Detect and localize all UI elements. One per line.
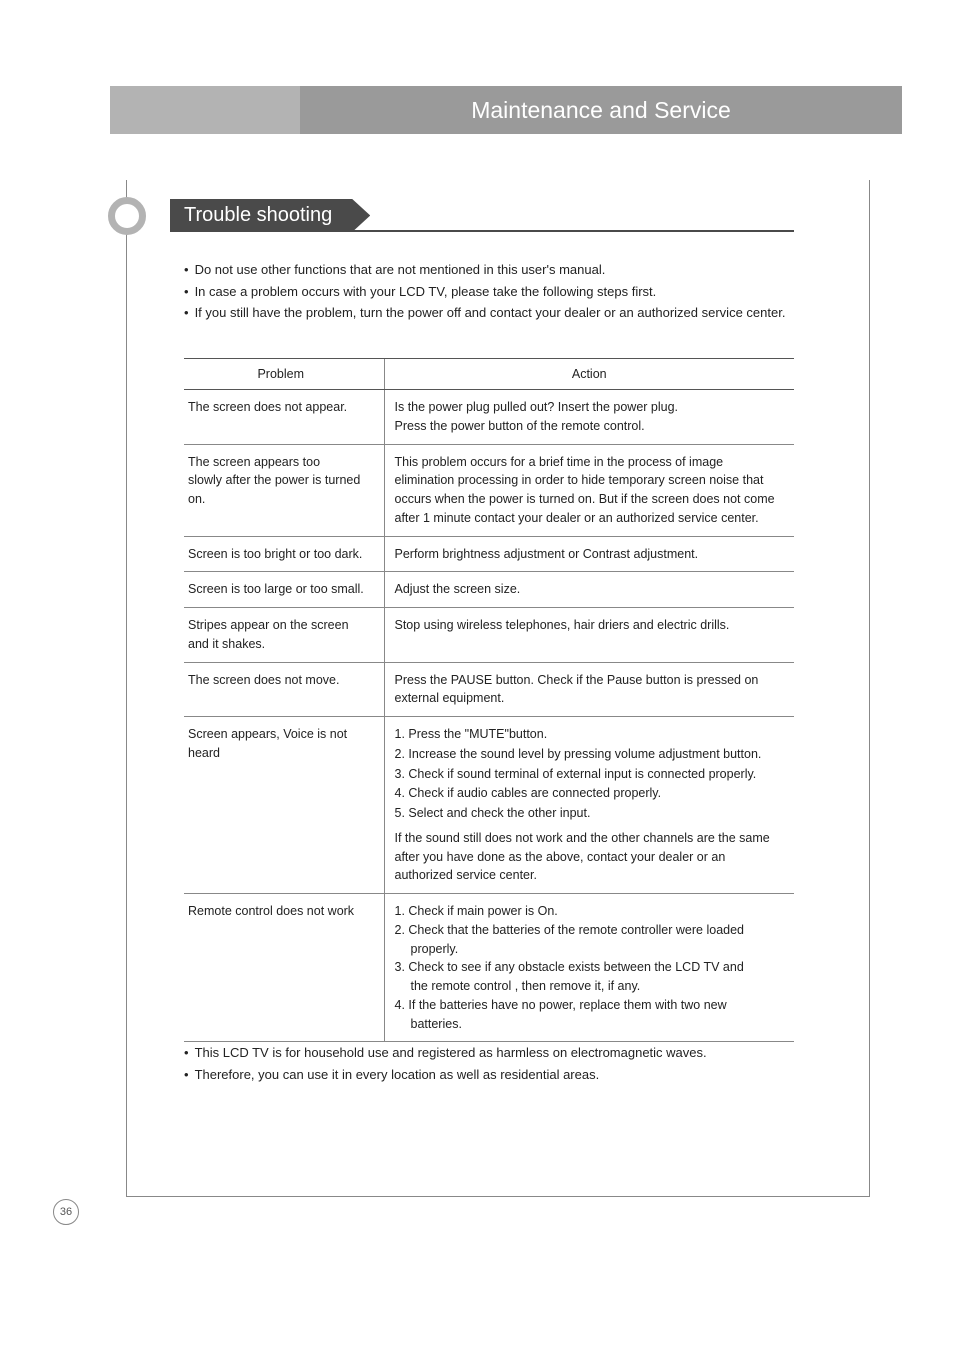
note-text: Therefore, you can use it in every locat… xyxy=(195,1065,600,1085)
action-header: Action xyxy=(384,359,794,390)
intro-bullet: • If you still have the problem, turn the… xyxy=(184,303,824,323)
action-cell: Perform brightness adjustment or Contras… xyxy=(384,536,794,572)
action-cell: Press the PAUSE button. Check if the Pau… xyxy=(384,662,794,717)
header-accent-bar xyxy=(110,86,300,134)
section-tab: Trouble shooting xyxy=(170,199,370,232)
table-row: Stripes appear on the screenand it shake… xyxy=(184,608,794,663)
bullet-icon: • xyxy=(184,303,189,323)
table-row: Screen appears, Voice is not heard1. Pre… xyxy=(184,717,794,894)
note-text: This LCD TV is for household use and reg… xyxy=(195,1043,707,1063)
page-number: 36 xyxy=(53,1199,79,1225)
problem-header: Problem xyxy=(184,359,384,390)
problem-cell: Stripes appear on the screenand it shake… xyxy=(184,608,384,663)
table-row: Screen is too large or too small.Adjust … xyxy=(184,572,794,608)
table-row: The screen appears tooslowly after the p… xyxy=(184,444,794,536)
page-number-text: 36 xyxy=(60,1206,72,1218)
action-cell: Adjust the screen size. xyxy=(384,572,794,608)
note-item: • Therefore, you can use it in every loca… xyxy=(184,1065,824,1085)
action-cell: Stop using wireless telephones, hair dri… xyxy=(384,608,794,663)
right-border-line xyxy=(869,180,870,1197)
circle-icon xyxy=(108,197,146,235)
table-row: Remote control does not work1. Check if … xyxy=(184,894,794,1042)
section-title: Trouble shooting xyxy=(184,204,332,227)
section-rule xyxy=(170,230,794,232)
intro-bullet: • In case a problem occurs with your LCD … xyxy=(184,282,824,302)
problem-cell: Remote control does not work xyxy=(184,894,384,1042)
action-cell: Is the power plug pulled out? Insert the… xyxy=(384,390,794,445)
problem-cell: Screen is too bright or too dark. xyxy=(184,536,384,572)
header-title: Maintenance and Service xyxy=(471,97,731,124)
bottom-border-line xyxy=(126,1196,870,1197)
problem-cell: The screen does not appear. xyxy=(184,390,384,445)
note-bullet-icon: • xyxy=(184,1065,189,1085)
problem-cell: Screen appears, Voice is not heard xyxy=(184,717,384,894)
intro-text: If you still have the problem, turn the … xyxy=(195,303,786,323)
intro-bullet: • Do not use other functions that are not… xyxy=(184,260,824,280)
troubleshoot-table: Problem Action The screen does not appea… xyxy=(184,358,794,1042)
table-row: The screen does not appear.Is the power … xyxy=(184,390,794,445)
bullet-icon: • xyxy=(184,260,189,280)
problem-cell: Screen is too large or too small. xyxy=(184,572,384,608)
note-bullet-icon: • xyxy=(184,1043,189,1063)
table-row: The screen does not move.Press the PAUSE… xyxy=(184,662,794,717)
table-header-row: Problem Action xyxy=(184,359,794,390)
table-row: Screen is too bright or too dark.Perform… xyxy=(184,536,794,572)
problem-cell: The screen appears tooslowly after the p… xyxy=(184,444,384,536)
left-border-line xyxy=(126,180,127,1197)
bottom-notes: • This LCD TV is for household use and re… xyxy=(184,1043,824,1086)
intro-bullets: • Do not use other functions that are not… xyxy=(184,260,824,325)
action-cell: 1. Check if main power is On.2. Check th… xyxy=(384,894,794,1042)
problem-cell: The screen does not move. xyxy=(184,662,384,717)
header-title-bar: Maintenance and Service xyxy=(300,86,902,134)
action-cell: This problem occurs for a brief time in … xyxy=(384,444,794,536)
intro-text: Do not use other functions that are not … xyxy=(195,260,606,280)
note-item: • This LCD TV is for household use and re… xyxy=(184,1043,824,1063)
bullet-icon: • xyxy=(184,282,189,302)
intro-text: In case a problem occurs with your LCD T… xyxy=(195,282,657,302)
action-cell: 1. Press the "MUTE"button.2. Increase th… xyxy=(384,717,794,894)
